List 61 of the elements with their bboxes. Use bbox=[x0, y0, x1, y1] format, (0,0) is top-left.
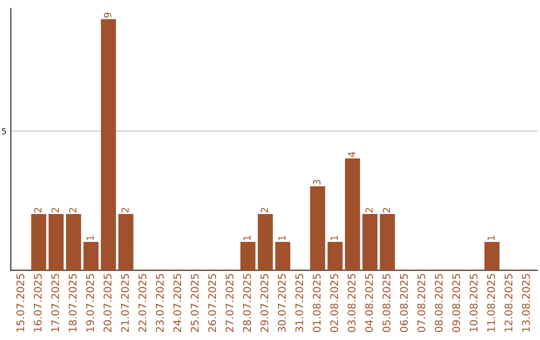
data-label: 1 bbox=[243, 236, 251, 240]
x-tick-label: 18.07.2025 bbox=[68, 274, 77, 332]
data-label: 4 bbox=[348, 152, 356, 158]
bar bbox=[310, 186, 326, 270]
data-label: 1 bbox=[330, 236, 338, 240]
bar bbox=[31, 214, 46, 270]
data-label: 1 bbox=[86, 236, 94, 240]
data-label: 3 bbox=[313, 180, 320, 185]
y-tick-label: 5 bbox=[2, 128, 6, 134]
x-tick-label: 04.08.2025 bbox=[365, 274, 373, 332]
x-tick-label: 08.08.2025 bbox=[434, 274, 443, 332]
bar bbox=[275, 242, 290, 270]
x-tick-label: 13.08.2025 bbox=[522, 274, 530, 332]
x-tick-label: 03.08.2025 bbox=[348, 274, 356, 332]
data-label: 2 bbox=[365, 208, 373, 212]
bar bbox=[484, 242, 500, 270]
bar bbox=[118, 214, 134, 270]
x-tick-label: 06.08.2025 bbox=[400, 274, 408, 332]
bar bbox=[48, 214, 64, 270]
x-tick-label: 01.08.2025 bbox=[312, 274, 321, 332]
x-tick-label: 29.07.2025 bbox=[260, 274, 268, 332]
data-label: 2 bbox=[34, 208, 42, 212]
data-label: 1 bbox=[278, 236, 286, 240]
x-tick-label: 27.07.2025 bbox=[226, 274, 234, 332]
bar bbox=[362, 214, 378, 270]
data-label: 2 bbox=[52, 208, 59, 212]
data-label: 2 bbox=[260, 208, 268, 212]
bar bbox=[380, 214, 395, 270]
data-label: 2 bbox=[382, 208, 390, 212]
x-tick-label: 10.08.2025 bbox=[470, 274, 478, 332]
x-tick-label: 11.08.2025 bbox=[487, 274, 495, 332]
x-tick-label: 20.07.2025 bbox=[104, 274, 112, 332]
bar bbox=[258, 214, 273, 270]
x-tick-label: 16.07.2025 bbox=[34, 274, 42, 332]
x-tick-label: 12.08.2025 bbox=[504, 274, 512, 332]
bar bbox=[83, 242, 99, 270]
x-tick-label: 31.07.2025 bbox=[295, 274, 304, 332]
bar bbox=[66, 214, 82, 270]
bar bbox=[100, 19, 116, 270]
x-tick-label: 07.08.2025 bbox=[417, 274, 426, 332]
x-tick-label: 05.08.2025 bbox=[382, 274, 390, 332]
x-tick-label: 26.07.2025 bbox=[208, 274, 216, 332]
x-tick-label: 09.08.2025 bbox=[452, 274, 460, 332]
x-tick-label: 17.07.2025 bbox=[51, 274, 60, 332]
x-tick-label: 19.07.2025 bbox=[86, 274, 94, 332]
x-tick-label: 15.07.2025 bbox=[16, 274, 24, 332]
data-label: 1 bbox=[488, 236, 495, 240]
x-tick-label: 25.07.2025 bbox=[190, 274, 199, 332]
x-tick-label: 21.07.2025 bbox=[121, 274, 129, 332]
bar bbox=[240, 242, 256, 270]
x-tick-label: 24.07.2025 bbox=[173, 274, 182, 332]
x-tick-label: 30.07.2025 bbox=[278, 274, 286, 332]
bar bbox=[344, 158, 360, 270]
x-tick-label: 22.07.2025 bbox=[138, 274, 146, 332]
data-label: 9 bbox=[104, 12, 112, 18]
bar bbox=[328, 242, 343, 270]
x-tick-label: 28.07.2025 bbox=[243, 274, 251, 332]
x-tick-label: 23.07.2025 bbox=[156, 274, 164, 332]
data-label: 2 bbox=[121, 208, 129, 212]
data-label: 2 bbox=[69, 208, 76, 212]
x-tick-label: 02.08.2025 bbox=[330, 274, 338, 332]
